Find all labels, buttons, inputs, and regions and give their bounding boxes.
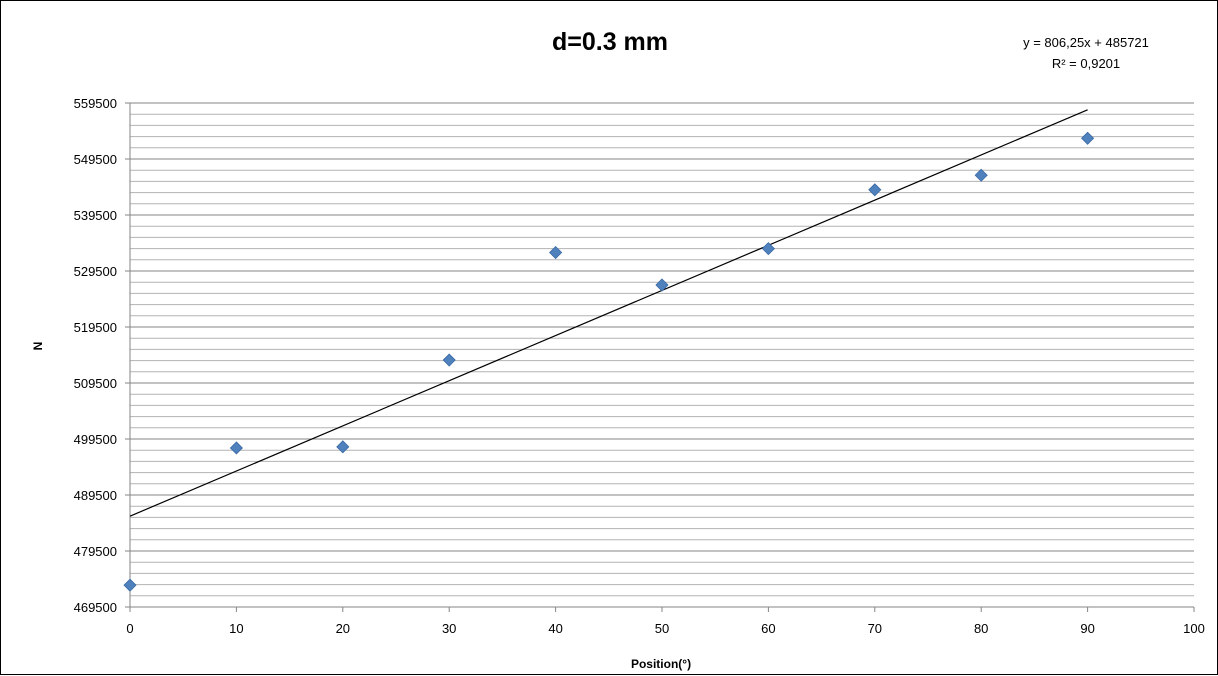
x-tick-label: 90 — [1080, 621, 1094, 636]
data-point — [123, 578, 137, 592]
data-point — [761, 242, 775, 256]
y-tick-label: 529500 — [74, 264, 117, 279]
grid-lines — [130, 102, 1194, 608]
x-tick-label: 100 — [1183, 621, 1205, 636]
data-point — [336, 440, 350, 454]
y-tick-label: 519500 — [74, 320, 117, 335]
y-tick-label: 509500 — [74, 376, 117, 391]
data-point — [549, 245, 563, 260]
trendline — [129, 109, 1088, 517]
x-tick-labels: 0 10 20 30 40 50 60 70 80 90 100 — [126, 621, 1204, 636]
x-tick-label: 20 — [336, 621, 350, 636]
x-tick-label: 10 — [229, 621, 243, 636]
y-tick-label: 489500 — [74, 488, 117, 503]
data-point — [655, 278, 669, 292]
data-point — [442, 353, 456, 367]
data-point — [1081, 131, 1095, 145]
y-tick-label: 559500 — [74, 96, 117, 111]
data-point — [229, 441, 243, 455]
x-tick-label: 60 — [761, 621, 775, 636]
x-tick-label: 30 — [442, 621, 456, 636]
x-tick-label: 70 — [868, 621, 882, 636]
axes — [125, 102, 1195, 612]
data-point — [868, 183, 882, 197]
y-tick-labels: 559500 549500 539500 529500 519500 509500 4995… — [74, 96, 117, 615]
y-axis-label: N — [31, 342, 45, 351]
x-tick-label: 40 — [548, 621, 562, 636]
x-tick-label: 80 — [974, 621, 988, 636]
trendline-r-squared: R² = 0,9201 — [1051, 56, 1121, 71]
trendline-equation: y = 806,25x + 485721 — [1023, 35, 1149, 50]
y-tick-label: 549500 — [74, 152, 117, 167]
x-tick-label: 50 — [655, 621, 669, 636]
y-tick-label: 479500 — [74, 544, 117, 559]
data-point — [974, 168, 988, 182]
chart-title: d=0.3 mm — [551, 28, 669, 56]
trendline-group — [129, 109, 1088, 517]
y-tick-label: 469500 — [74, 600, 117, 615]
y-tick-label: 539500 — [74, 208, 117, 223]
x-tick-label: 0 — [126, 621, 133, 636]
y-tick-label: 499500 — [74, 432, 117, 447]
x-axis-label: Position(°) — [631, 657, 691, 671]
data-points — [123, 131, 1095, 592]
